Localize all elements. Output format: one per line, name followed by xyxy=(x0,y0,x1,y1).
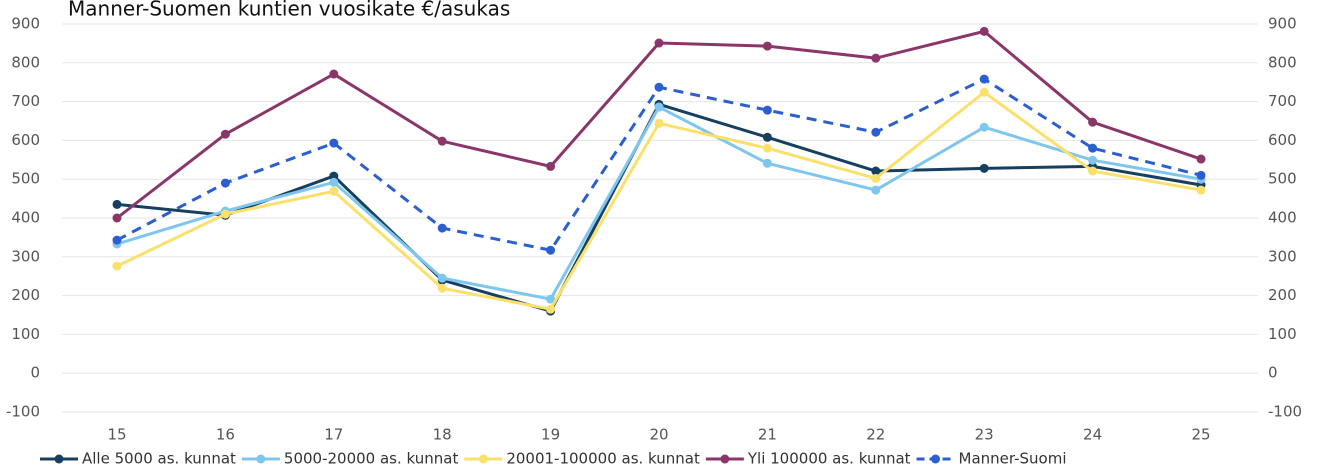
data-point xyxy=(546,294,556,304)
data-point xyxy=(979,87,989,97)
data-point xyxy=(762,41,772,51)
data-point xyxy=(979,74,989,84)
data-point xyxy=(112,261,122,271)
y-tick-label: 700 xyxy=(11,92,40,110)
data-point xyxy=(1088,166,1098,176)
y-tick-label: 500 xyxy=(11,170,40,188)
y2-tick-label: 900 xyxy=(1268,15,1297,33)
x-tick-label: 16 xyxy=(216,426,235,444)
data-point xyxy=(762,105,772,115)
data-point xyxy=(871,173,881,183)
y2-tick-label: 500 xyxy=(1268,170,1297,188)
y2-tick-label: -100 xyxy=(1268,403,1302,421)
data-point xyxy=(112,235,122,245)
data-point xyxy=(546,245,556,255)
y-tick-label: -100 xyxy=(6,403,40,421)
data-point xyxy=(329,138,339,148)
data-point xyxy=(1196,185,1206,195)
y2-tick-label: 0 xyxy=(1268,364,1278,382)
data-point xyxy=(871,185,881,195)
data-point xyxy=(871,166,881,176)
legend-marker xyxy=(256,454,266,464)
data-point xyxy=(437,283,447,293)
legend-label: 5000-20000 as. kunnat xyxy=(284,450,459,468)
y-tick-label: 800 xyxy=(11,53,40,71)
y-tick-label: 600 xyxy=(11,131,40,149)
y2-tick-label: 600 xyxy=(1268,131,1297,149)
x-tick-label: 24 xyxy=(1083,426,1102,444)
data-point xyxy=(762,143,772,153)
y2-tick-label: 100 xyxy=(1268,325,1297,343)
data-point xyxy=(979,122,989,132)
y-tick-label: 0 xyxy=(30,364,40,382)
x-tick-label: 21 xyxy=(758,426,777,444)
data-point xyxy=(1196,170,1206,180)
data-point xyxy=(1088,143,1098,153)
data-point xyxy=(546,161,556,171)
legend-marker xyxy=(54,454,64,464)
y2-tick-label: 400 xyxy=(1268,209,1297,227)
data-point xyxy=(546,304,556,314)
y-tick-label: 900 xyxy=(11,15,40,33)
data-point xyxy=(654,82,664,92)
series-line xyxy=(116,102,1202,313)
data-point xyxy=(220,178,230,188)
legend-label: Yli 100000 as. kunnat xyxy=(747,450,911,468)
data-point xyxy=(329,171,339,181)
x-tick-label: 17 xyxy=(324,426,343,444)
data-point xyxy=(220,129,230,139)
y2-tick-label: 300 xyxy=(1268,247,1297,265)
data-point xyxy=(112,213,122,223)
chart-title: Manner-Suomen kuntien vuosikate €/asukas xyxy=(68,0,510,21)
data-point xyxy=(329,177,339,187)
legend-label: Manner-Suomi xyxy=(959,450,1067,468)
data-point xyxy=(329,69,339,79)
legend-label: 20001-100000 as. kunnat xyxy=(506,450,700,468)
data-point xyxy=(1088,117,1098,127)
x-tick-label: 15 xyxy=(107,426,126,444)
data-point xyxy=(437,273,447,283)
x-tick-label: 19 xyxy=(541,426,560,444)
y2-tick-label: 700 xyxy=(1268,92,1297,110)
legend-marker xyxy=(478,454,488,464)
data-point xyxy=(437,223,447,233)
data-point xyxy=(871,53,881,63)
x-tick-label: 25 xyxy=(1191,426,1210,444)
data-point xyxy=(220,209,230,219)
data-point xyxy=(329,186,339,196)
x-tick-label: 23 xyxy=(975,426,994,444)
y-tick-label: 300 xyxy=(11,247,40,265)
data-point xyxy=(654,102,664,112)
data-point xyxy=(979,163,989,173)
y-tick-label: 200 xyxy=(11,286,40,304)
x-tick-label: 22 xyxy=(866,426,885,444)
y2-tick-label: 800 xyxy=(1268,53,1297,71)
legend-label: Alle 5000 as. kunnat xyxy=(82,450,236,468)
y2-tick-label: 200 xyxy=(1268,286,1297,304)
data-point xyxy=(654,118,664,128)
data-point xyxy=(437,136,447,146)
legend: Alle 5000 as. kunnat 5000-20000 as. kunna… xyxy=(40,450,1067,468)
data-point xyxy=(762,132,772,142)
data-point xyxy=(979,26,989,36)
data-point xyxy=(762,158,772,168)
data-point xyxy=(871,127,881,137)
y-tick-label: 100 xyxy=(11,325,40,343)
data-point xyxy=(654,38,664,48)
x-tick-label: 20 xyxy=(649,426,668,444)
legend-marker xyxy=(931,454,941,464)
data-point xyxy=(1088,155,1098,165)
data-point xyxy=(112,199,122,209)
legend-marker xyxy=(720,454,730,464)
x-tick-label: 18 xyxy=(433,426,452,444)
y-tick-label: 400 xyxy=(11,209,40,227)
data-point xyxy=(1196,154,1206,164)
